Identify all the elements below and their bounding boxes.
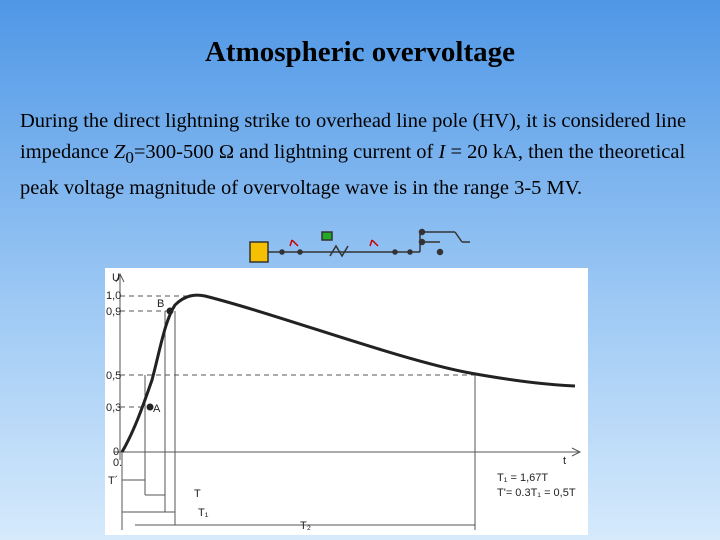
figure-background [105, 268, 588, 535]
circuit-symbol [249, 228, 470, 263]
text: I [438, 141, 446, 163]
label: 0,5 [106, 370, 121, 382]
text: Z [113, 141, 126, 163]
label: t [563, 455, 566, 467]
label: 1,0 [106, 290, 121, 302]
label: T´ [108, 475, 118, 487]
text: = 20 kA, then the theoretical peak volta… [20, 141, 686, 200]
label: T [194, 488, 201, 500]
text: 0 [125, 148, 134, 168]
label: B [157, 298, 164, 310]
text: During the direct lightning strike to ov… [20, 110, 687, 163]
text: =300-500 Ω and lightning current of [133, 141, 439, 163]
label: 0,3 [106, 402, 121, 414]
label: U [112, 272, 120, 284]
label: T₁ [198, 507, 209, 519]
title: Atmospheric overvoltage [204, 36, 516, 68]
paragraph: During the direct lightning strike to ov… [20, 106, 715, 204]
label: T'= 0.3T₁ = 0,5T [497, 487, 576, 499]
guides [114, 272, 582, 530]
label: 0. [113, 457, 122, 469]
label: T₂ [300, 520, 311, 532]
label: T₁ = 1,67T [497, 472, 548, 484]
label: A [153, 403, 161, 415]
point-a [146, 403, 154, 411]
label: 0 [113, 446, 119, 458]
point-b [166, 307, 174, 315]
label: 0,9 [106, 306, 121, 318]
waveform [120, 293, 576, 453]
